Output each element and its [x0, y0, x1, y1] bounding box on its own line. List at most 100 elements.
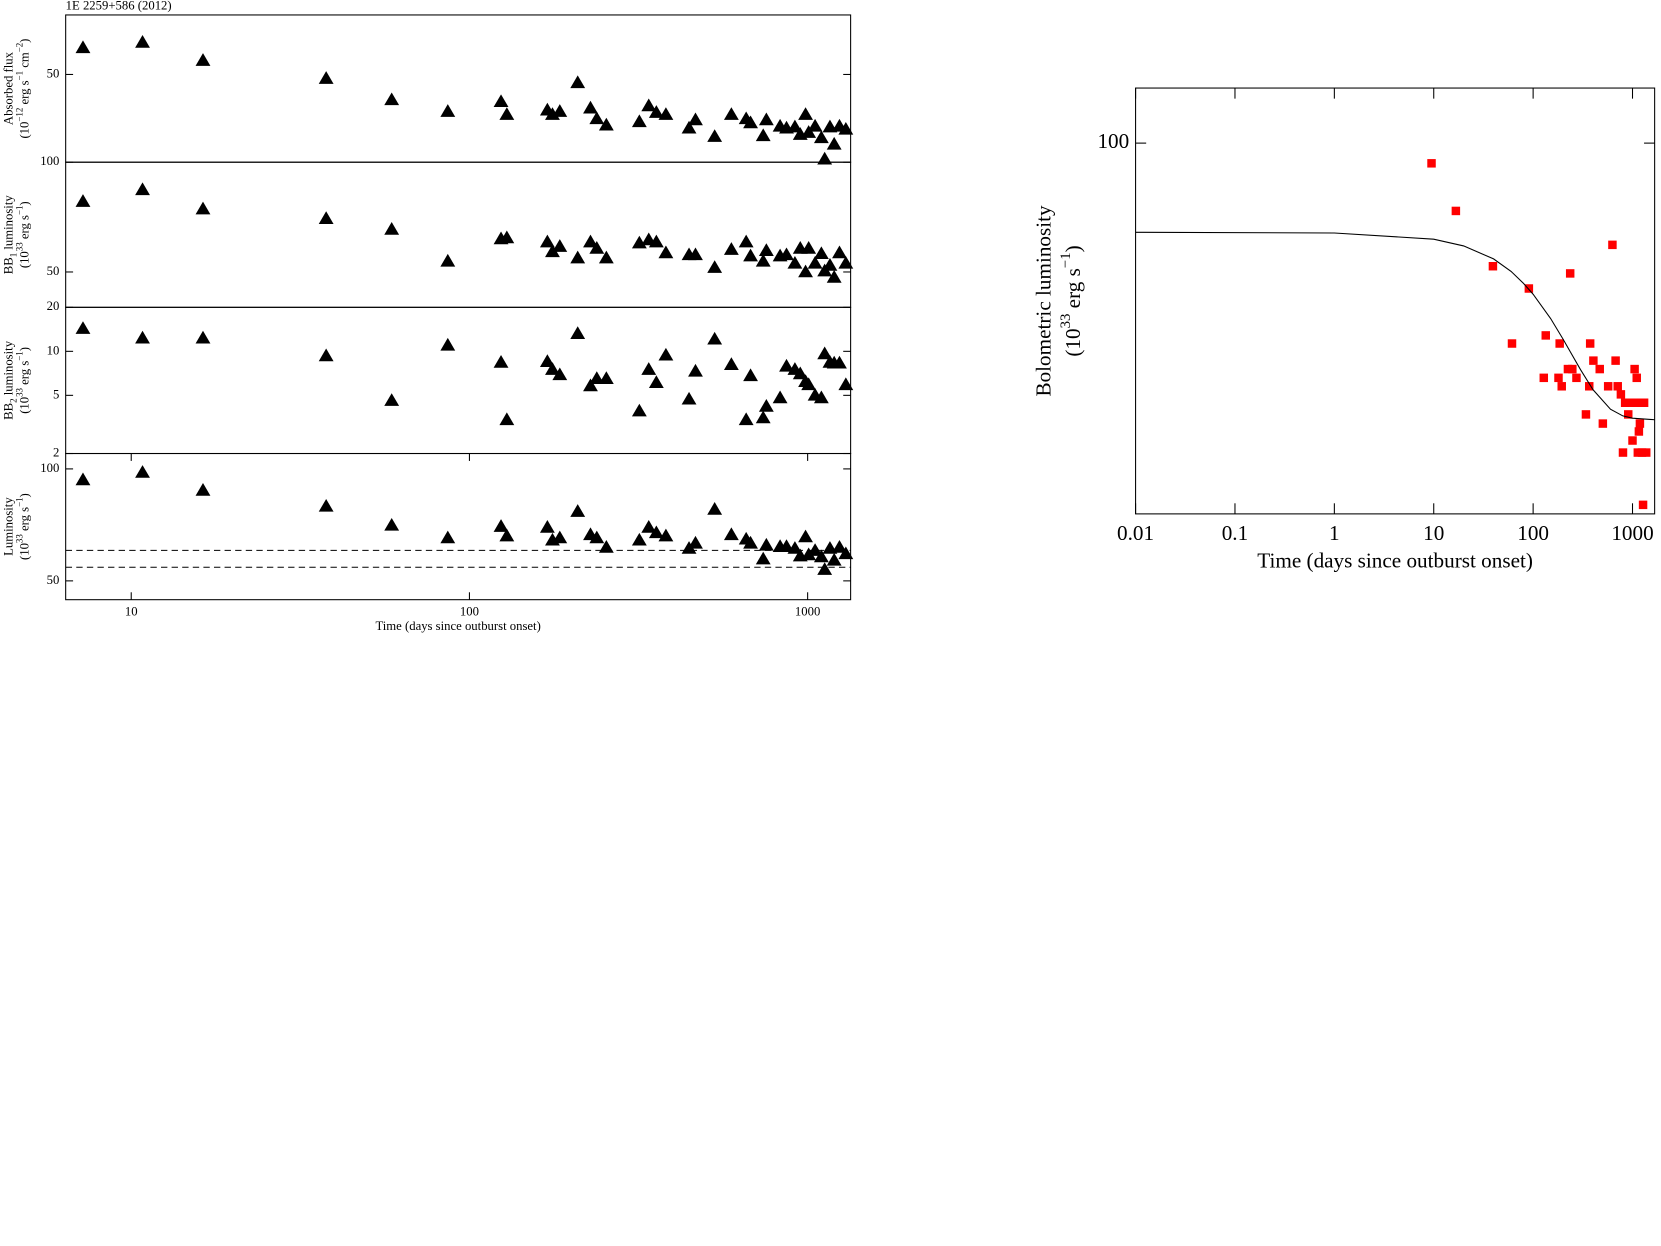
- y-axis-label-part: luminosity: [1, 195, 15, 253]
- data-point: [135, 182, 150, 196]
- y-axis-label-part: (10: [17, 251, 31, 268]
- data-point: [598, 540, 614, 553]
- data-point: [838, 546, 854, 560]
- data-point: [570, 250, 586, 264]
- y-axis-label-part: (10: [17, 543, 31, 560]
- y-axis-label-part: ): [17, 201, 31, 205]
- data-point: [1639, 398, 1649, 407]
- data-point: [195, 53, 211, 66]
- y-axis-label: Bolometric luminosity: [1031, 205, 1055, 397]
- data-point: [641, 98, 657, 112]
- data-point: [648, 105, 664, 118]
- x-tick-label: 100: [460, 604, 479, 618]
- data-point: [499, 412, 515, 426]
- data-point: [1613, 382, 1622, 391]
- y-axis-label-part: Absorbed flux: [1, 51, 15, 125]
- data-point: [589, 241, 605, 254]
- data-point: [1581, 410, 1591, 419]
- data-point: [743, 535, 758, 549]
- data-point: [658, 245, 674, 259]
- data-point: [755, 128, 771, 142]
- x-tick-label: 1: [1329, 521, 1340, 545]
- data-point: [787, 541, 803, 554]
- data-point: [318, 211, 334, 224]
- data-point: [798, 264, 813, 278]
- data-point: [75, 321, 91, 334]
- data-point: [440, 530, 456, 544]
- x-tick-label: 10: [1423, 521, 1444, 545]
- data-point: [195, 330, 211, 344]
- y-axis-label: Absorbed flux: [1, 51, 15, 125]
- data-point: [648, 375, 664, 389]
- y-axis-label: Luminosity: [1, 497, 15, 556]
- y-axis-label: BB2 luminosity: [1, 340, 18, 420]
- panel-0: 1E 2259+586 (2012) 50 Absorbed flux(10−12 …: [1, 0, 854, 165]
- data-point: [1611, 356, 1620, 365]
- data-point: [539, 354, 555, 367]
- chart-title: 1E 2259+586 (2012): [66, 0, 172, 12]
- data-point: [1603, 382, 1613, 391]
- y-axis-label-part: erg s: [17, 215, 31, 242]
- data-point: [707, 502, 723, 515]
- data-point: [1524, 284, 1534, 293]
- data-point: [539, 520, 555, 533]
- data-point: [681, 120, 697, 134]
- data-point: [813, 549, 829, 563]
- data-point: [826, 270, 842, 283]
- data-point: [832, 355, 847, 369]
- data-point: [681, 391, 697, 405]
- y-axis-label-part: ): [1061, 245, 1085, 252]
- data-point: [1541, 331, 1550, 340]
- data-point: [817, 346, 833, 360]
- y-tick-label: 100: [40, 461, 59, 475]
- data-point: [723, 242, 739, 255]
- data-point: [1620, 398, 1630, 407]
- data-point: [384, 222, 400, 235]
- data-point: [1488, 261, 1498, 271]
- data-point: [1589, 356, 1598, 365]
- y-axis-label-part: ): [17, 347, 31, 351]
- data-point: [658, 107, 674, 120]
- data-point: [1585, 339, 1595, 348]
- data-point: [384, 517, 400, 531]
- data-point: [135, 465, 150, 478]
- data-point: [826, 552, 842, 566]
- data-point: [787, 255, 803, 269]
- data-point: [545, 244, 560, 258]
- data-point: [641, 362, 657, 375]
- data-point: [631, 403, 647, 417]
- y-tick-label: 100: [1097, 129, 1129, 153]
- data-point: [688, 247, 703, 261]
- y-tick-label: 2: [53, 445, 59, 459]
- y-tick-label: 100: [40, 154, 59, 168]
- y-axis-label-part: erg s: [17, 361, 31, 388]
- data-point: [758, 243, 774, 256]
- data-point: [738, 234, 754, 248]
- data-point: [807, 543, 823, 556]
- data-point: [798, 529, 813, 543]
- data-point: [631, 114, 647, 128]
- data-point: [723, 527, 739, 541]
- data-point: [318, 348, 334, 362]
- data-point: [1608, 240, 1617, 250]
- y-axis-label-part: cm: [17, 52, 31, 71]
- plot-frame: [65, 452, 852, 601]
- data-point: [648, 525, 664, 539]
- data-point: [817, 151, 833, 165]
- data-point: [499, 528, 515, 542]
- data-point: [1585, 382, 1594, 391]
- data-point: [755, 253, 771, 267]
- y-axis-label-part: 33: [14, 534, 24, 543]
- data-point: [1555, 339, 1564, 348]
- data-point: [817, 562, 833, 575]
- data-point: [658, 347, 674, 361]
- data-point: [801, 377, 817, 391]
- data-point: [723, 107, 739, 120]
- data-point: [688, 535, 703, 549]
- model-curve: [1135, 231, 1655, 421]
- y-axis-label-part: −12: [14, 108, 24, 122]
- y-axis-label-part: ): [17, 39, 31, 43]
- data-point: [801, 547, 817, 561]
- y-axis-label-part: Luminosity: [1, 497, 15, 556]
- data-point: [755, 551, 771, 565]
